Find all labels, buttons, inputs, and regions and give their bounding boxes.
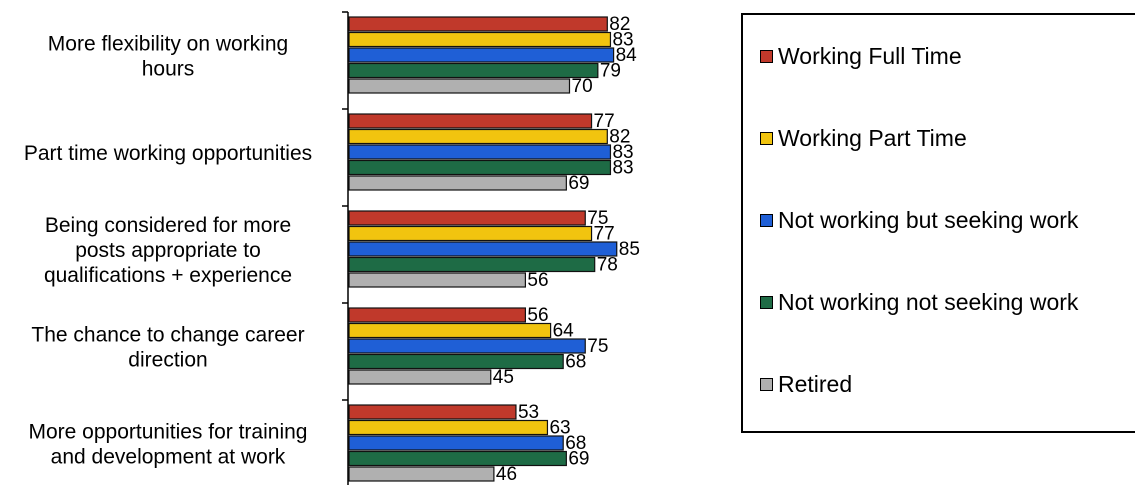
bar	[348, 466, 495, 482]
bar	[348, 78, 571, 94]
bar	[348, 47, 615, 63]
legend-item: Working Full Time	[760, 43, 962, 70]
data-label: 46	[496, 464, 517, 485]
bar	[348, 175, 567, 191]
bar	[348, 159, 612, 176]
legend-swatch	[760, 296, 773, 309]
bar	[348, 322, 552, 339]
legend-swatch	[760, 50, 773, 63]
data-label: 63	[549, 418, 570, 439]
legend-label: Retired	[778, 371, 853, 397]
data-label: 56	[527, 305, 548, 326]
category-label: qualifications + experience	[44, 264, 292, 287]
legend-item: Working Part Time	[760, 125, 967, 152]
bar	[348, 128, 608, 145]
bar	[348, 256, 596, 273]
data-label: 82	[609, 14, 630, 35]
bar	[348, 62, 599, 79]
category-label: direction	[128, 348, 207, 371]
bar	[348, 144, 612, 160]
data-label: 75	[587, 336, 608, 357]
data-label: 68	[565, 433, 586, 454]
bar	[348, 435, 564, 451]
category-label: posts appropriate to	[75, 239, 261, 262]
data-label: 85	[619, 239, 640, 260]
legend-item: Not working not seeking work	[760, 289, 1078, 316]
data-label: 68	[565, 352, 586, 373]
bar	[348, 241, 618, 257]
data-label: 77	[594, 111, 615, 132]
data-label: 83	[612, 30, 633, 51]
data-label: 69	[568, 449, 589, 470]
data-label: 82	[609, 127, 630, 148]
bar	[348, 31, 612, 48]
bar-chart: More flexibility on workinghours82838479…	[24, 11, 640, 485]
bar	[348, 353, 564, 370]
data-label: 70	[572, 76, 593, 97]
bar	[348, 338, 586, 354]
legend-swatch	[760, 132, 773, 145]
category-label: More opportunities for training	[29, 420, 308, 443]
legend-label: Not working not seeking work	[778, 289, 1079, 315]
bar	[348, 225, 593, 242]
bar	[348, 307, 526, 323]
bar	[348, 16, 608, 32]
category-label: The chance to change career	[31, 323, 304, 346]
category-label: More flexibility on working	[48, 32, 288, 55]
category-label: and development at work	[51, 445, 286, 468]
data-label: 83	[612, 142, 633, 163]
data-label: 69	[568, 173, 589, 194]
data-label: 83	[612, 158, 633, 179]
legend-swatch	[760, 214, 773, 227]
bar	[348, 450, 567, 467]
bar	[348, 272, 526, 288]
legend-label: Working Full Time	[778, 43, 962, 69]
category-label: Part time working opportunities	[24, 142, 312, 165]
chart-legend: Working Full Time Working Part Time Not wo…	[741, 13, 1135, 433]
legend-item: Not working but seeking work	[760, 207, 1078, 234]
category-label: hours	[142, 57, 195, 80]
bar	[348, 113, 593, 129]
data-label: 53	[518, 402, 539, 423]
legend-label: Working Part Time	[778, 125, 967, 151]
data-label: 75	[587, 208, 608, 229]
data-label: 56	[527, 270, 548, 291]
bar	[348, 210, 586, 226]
data-label: 84	[616, 45, 638, 66]
legend-swatch	[760, 378, 773, 391]
data-label: 78	[597, 255, 618, 276]
bar	[348, 419, 549, 436]
data-label: 79	[600, 61, 621, 82]
bar	[348, 369, 492, 385]
data-label: 45	[493, 367, 514, 388]
legend-label: Not working but seeking work	[778, 207, 1079, 233]
legend-item: Retired	[760, 371, 852, 398]
bar	[348, 404, 517, 420]
data-label: 64	[553, 321, 575, 342]
category-label: Being considered for more	[45, 214, 291, 237]
data-label: 77	[594, 224, 615, 245]
